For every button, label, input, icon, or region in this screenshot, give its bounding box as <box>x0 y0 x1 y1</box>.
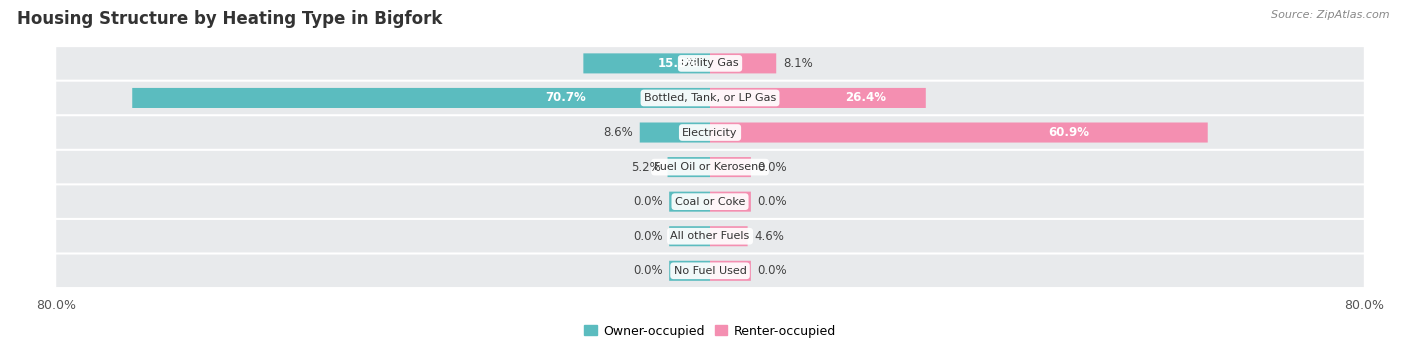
Text: Bottled, Tank, or LP Gas: Bottled, Tank, or LP Gas <box>644 93 776 103</box>
Text: Utility Gas: Utility Gas <box>682 58 738 69</box>
FancyBboxPatch shape <box>669 261 710 281</box>
Text: Electricity: Electricity <box>682 128 738 137</box>
FancyBboxPatch shape <box>56 82 1364 114</box>
Text: Source: ZipAtlas.com: Source: ZipAtlas.com <box>1271 10 1389 20</box>
FancyBboxPatch shape <box>132 88 710 108</box>
Text: 0.0%: 0.0% <box>758 195 787 208</box>
FancyBboxPatch shape <box>668 157 710 177</box>
FancyBboxPatch shape <box>640 122 710 143</box>
Text: 15.5%: 15.5% <box>658 57 699 70</box>
FancyBboxPatch shape <box>583 53 710 73</box>
Text: All other Fuels: All other Fuels <box>671 231 749 241</box>
FancyBboxPatch shape <box>56 116 1364 149</box>
FancyBboxPatch shape <box>56 254 1364 287</box>
Text: Coal or Coke: Coal or Coke <box>675 197 745 207</box>
Text: 60.9%: 60.9% <box>1047 126 1088 139</box>
FancyBboxPatch shape <box>710 53 776 73</box>
FancyBboxPatch shape <box>669 192 710 212</box>
Text: 0.0%: 0.0% <box>633 195 662 208</box>
Text: No Fuel Used: No Fuel Used <box>673 266 747 276</box>
FancyBboxPatch shape <box>56 186 1364 218</box>
FancyBboxPatch shape <box>710 88 925 108</box>
Text: 70.7%: 70.7% <box>546 91 586 104</box>
Text: 8.1%: 8.1% <box>783 57 813 70</box>
FancyBboxPatch shape <box>710 122 1208 143</box>
Legend: Owner-occupied, Renter-occupied: Owner-occupied, Renter-occupied <box>579 320 841 341</box>
Text: 5.2%: 5.2% <box>631 161 661 174</box>
Text: 0.0%: 0.0% <box>633 264 662 277</box>
Text: 26.4%: 26.4% <box>845 91 886 104</box>
Text: 0.0%: 0.0% <box>758 264 787 277</box>
FancyBboxPatch shape <box>710 192 751 212</box>
FancyBboxPatch shape <box>710 261 751 281</box>
FancyBboxPatch shape <box>710 157 751 177</box>
FancyBboxPatch shape <box>710 226 748 246</box>
FancyBboxPatch shape <box>669 226 710 246</box>
FancyBboxPatch shape <box>56 47 1364 80</box>
Text: Fuel Oil or Kerosene: Fuel Oil or Kerosene <box>654 162 766 172</box>
Text: 8.6%: 8.6% <box>603 126 633 139</box>
Text: 0.0%: 0.0% <box>633 230 662 243</box>
FancyBboxPatch shape <box>56 151 1364 183</box>
FancyBboxPatch shape <box>56 220 1364 252</box>
Text: 0.0%: 0.0% <box>758 161 787 174</box>
Text: Housing Structure by Heating Type in Bigfork: Housing Structure by Heating Type in Big… <box>17 10 443 28</box>
Text: 4.6%: 4.6% <box>754 230 785 243</box>
